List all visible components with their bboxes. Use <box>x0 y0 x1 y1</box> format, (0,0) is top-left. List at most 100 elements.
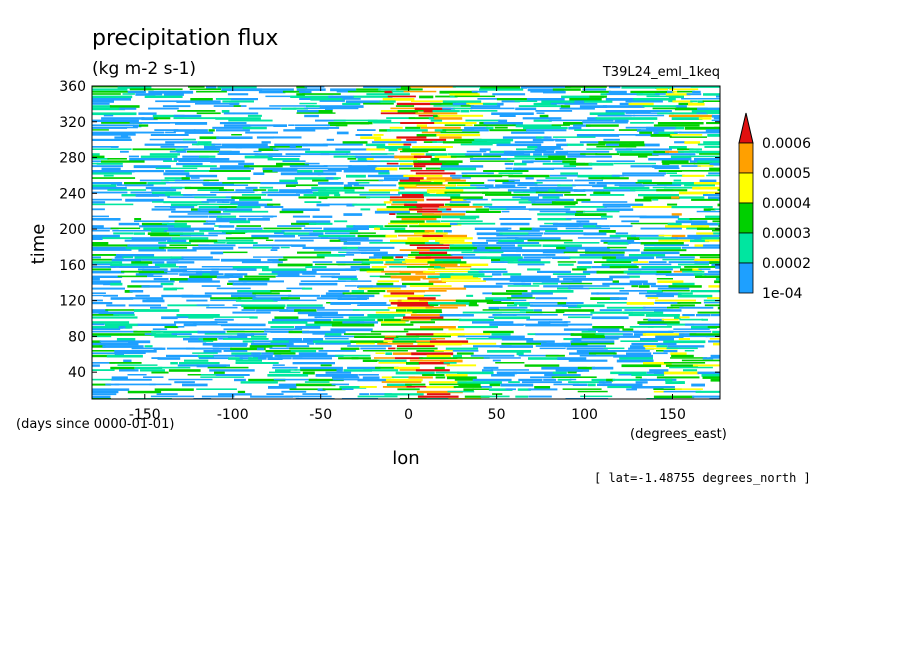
heatmap-streak <box>666 323 695 326</box>
heatmap-streak <box>117 86 152 89</box>
heatmap-streak <box>555 138 567 142</box>
heatmap-streak <box>375 366 399 369</box>
heatmap-streak <box>151 208 176 211</box>
heatmap-streak <box>704 146 720 148</box>
heatmap-streak <box>463 388 474 392</box>
heatmap-streak <box>586 124 619 127</box>
heatmap-streak <box>691 326 717 329</box>
heatmap-streak <box>92 172 132 175</box>
heatmap-streak <box>500 222 530 226</box>
heatmap-streak <box>470 107 515 110</box>
heatmap-streak <box>416 134 437 137</box>
heatmap-streak <box>150 234 191 237</box>
heatmap-streak <box>206 86 217 89</box>
heatmap-streak <box>388 148 398 152</box>
heatmap-streak <box>92 275 123 278</box>
heatmap-streak <box>470 354 515 357</box>
heatmap-streak <box>447 153 466 156</box>
heatmap-streak <box>698 268 711 270</box>
heatmap-streak <box>369 225 384 228</box>
heatmap-streak <box>631 374 665 376</box>
heatmap-streak <box>183 194 217 196</box>
heatmap-streak <box>270 340 293 344</box>
heatmap-streak <box>210 251 224 255</box>
heatmap-streak <box>203 350 222 353</box>
heatmap-streak <box>371 141 417 144</box>
heatmap-streak <box>231 352 262 355</box>
heatmap-streak <box>418 362 450 365</box>
heatmap-streak <box>283 232 323 235</box>
heatmap-streak <box>517 323 527 326</box>
heatmap-streak <box>92 131 136 135</box>
heatmap-streak <box>682 314 695 317</box>
heatmap-streak <box>119 266 160 268</box>
heatmap-streak <box>628 254 666 257</box>
heatmap-streak <box>309 232 324 235</box>
heatmap-streak <box>460 263 489 266</box>
heatmap-streak <box>448 328 465 331</box>
heatmap-streak <box>374 357 395 359</box>
heatmap-streak <box>522 381 562 384</box>
heatmap-streak <box>152 328 168 331</box>
heatmap-streak <box>332 318 376 321</box>
heatmap-streak <box>124 239 167 242</box>
heatmap-streak <box>265 95 305 98</box>
heatmap-streak <box>92 350 121 352</box>
heatmap-streak <box>483 357 521 359</box>
heatmap-streak <box>501 338 534 341</box>
heatmap-streak <box>357 234 387 238</box>
heatmap-streak <box>591 378 616 382</box>
heatmap-streak <box>642 182 666 185</box>
heatmap-streak <box>92 234 120 238</box>
heatmap-streak <box>138 112 157 115</box>
heatmap-streak <box>143 227 175 231</box>
heatmap-streak <box>548 189 556 192</box>
heatmap-streak <box>549 321 568 324</box>
heatmap-streak <box>230 292 256 295</box>
heatmap-streak <box>440 131 480 134</box>
heatmap-streak <box>657 287 690 290</box>
heatmap-streak <box>435 376 446 379</box>
heatmap-streak <box>108 266 124 268</box>
heatmap-streak <box>415 256 431 260</box>
heatmap-streak <box>643 249 687 252</box>
heatmap-streak <box>703 208 711 212</box>
heatmap-streak <box>242 340 254 343</box>
heatmap-streak <box>398 182 443 185</box>
heatmap-streak <box>409 174 443 177</box>
heatmap-streak <box>581 201 628 203</box>
heatmap-streak <box>485 297 512 300</box>
heatmap-streak <box>450 254 476 256</box>
heatmap-streak <box>250 395 294 398</box>
heatmap-streak <box>401 299 428 303</box>
heatmap-streak <box>274 316 299 320</box>
heatmap-streak <box>555 309 595 312</box>
heatmap-streak <box>105 383 120 386</box>
heatmap-streak <box>400 318 438 321</box>
heatmap-streak <box>691 222 720 226</box>
heatmap-streak <box>444 124 466 126</box>
heatmap-streak <box>535 191 571 194</box>
heatmap-streak <box>338 251 350 253</box>
heatmap-streak <box>392 201 418 204</box>
heatmap-streak <box>92 294 104 297</box>
heatmap-streak <box>600 215 613 218</box>
heatmap-streak <box>223 112 235 115</box>
heatmap-streak <box>232 282 268 286</box>
heatmap-streak <box>490 369 529 371</box>
heatmap-streak <box>430 119 443 122</box>
heatmap-streak <box>580 153 598 155</box>
heatmap-streak <box>673 86 698 88</box>
heatmap-streak <box>717 222 720 225</box>
heatmap-streak <box>101 117 145 120</box>
heatmap-streak <box>273 378 318 381</box>
heatmap-streak <box>658 131 678 135</box>
heatmap-streak <box>440 266 472 268</box>
heatmap-streak <box>429 263 437 266</box>
heatmap-streak <box>563 328 603 331</box>
heatmap-streak <box>665 93 691 96</box>
heatmap-streak <box>325 177 334 180</box>
heatmap-streak <box>674 131 682 134</box>
heatmap-streak <box>421 131 441 134</box>
heatmap-streak <box>122 93 135 95</box>
